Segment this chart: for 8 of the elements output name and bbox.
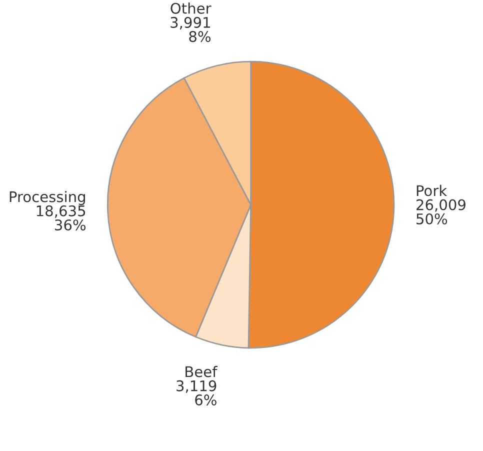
slice-label: Pork <box>416 184 448 196</box>
data-label: 26,009 50% <box>416 199 466 224</box>
data-label: 3,119 6% <box>176 380 216 406</box>
data-label: 3,991 8% <box>170 16 210 42</box>
slice-label: Beef <box>186 366 218 378</box>
slice-label: Processing <box>10 190 85 206</box>
data-label: 18,635 36% <box>36 205 86 230</box>
slice-label: Other <box>170 2 212 14</box>
